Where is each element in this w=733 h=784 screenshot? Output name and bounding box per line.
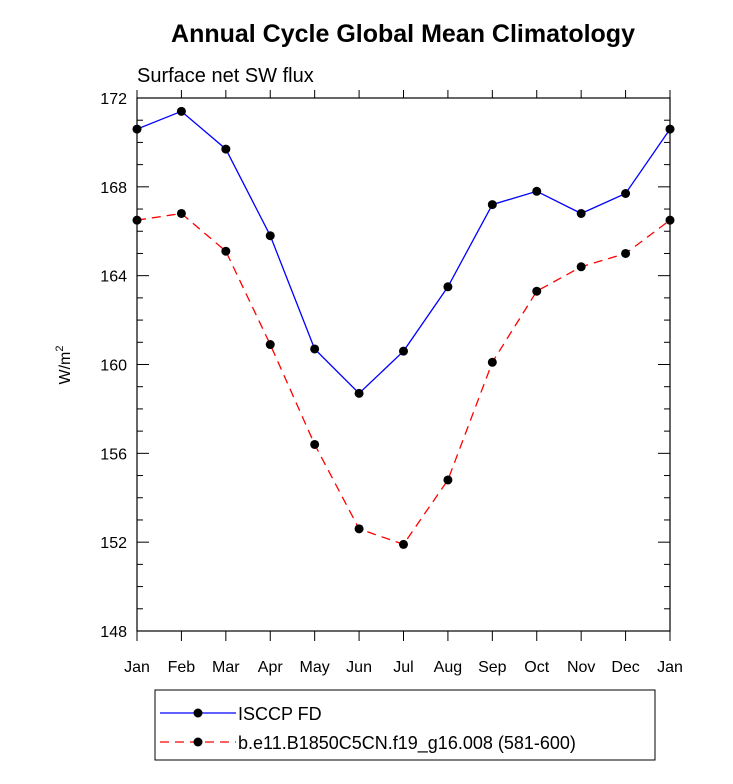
data-point — [576, 262, 586, 272]
y-axis-label: W/m2 — [54, 346, 74, 385]
legend-label: b.e11.B1850C5CN.f19_g16.008 (581-600) — [238, 733, 576, 754]
x-tick-label: Aug — [434, 659, 462, 676]
data-point — [621, 248, 631, 258]
data-point — [221, 144, 231, 154]
data-point — [576, 208, 586, 218]
x-tick-label: Sep — [478, 659, 507, 676]
x-tick-label: Dec — [611, 659, 639, 676]
axis-ticks — [136, 90, 671, 641]
x-tick-label: Jan — [124, 659, 150, 676]
data-point — [265, 231, 275, 241]
data-point — [354, 524, 364, 534]
x-tick-label: Jul — [393, 659, 413, 676]
y-tick-label: 168 — [100, 180, 127, 197]
y-tick-labels: 148 152 156 160 164 168 172 — [100, 91, 127, 641]
legend: ISCCP FD b.e11.B1850C5CN.f19_g16.008 (581… — [154, 689, 656, 761]
y-tick-label: 152 — [100, 535, 127, 552]
y-axis-label-unit: W/m — [57, 352, 74, 385]
data-point — [310, 439, 320, 449]
data-point — [443, 475, 453, 485]
data-point — [310, 344, 320, 354]
x-tick-labels: Jan Feb Mar Apr May Jun Jul Aug Sep Oct Nov Dec Jan — [124, 659, 683, 676]
legend-marker — [193, 708, 203, 718]
x-tick-label: Oct — [524, 659, 549, 676]
chart-subtitle: Surface net SW flux — [137, 65, 314, 87]
x-tick-label: May — [300, 659, 330, 676]
data-point — [354, 388, 364, 398]
x-tick-label: Apr — [258, 659, 284, 676]
y-tick-label: 156 — [100, 446, 127, 463]
x-tick-label: Nov — [567, 659, 595, 676]
x-tick-label: Mar — [212, 659, 240, 676]
x-tick-label: Feb — [168, 659, 196, 676]
y-tick-label: 160 — [100, 358, 127, 375]
data-point — [176, 208, 186, 218]
data-point — [176, 106, 186, 116]
data-point — [399, 346, 408, 356]
y-axis-label-exponent: 2 — [54, 346, 66, 352]
y-tick-label: 148 — [100, 624, 127, 641]
data-point — [532, 286, 542, 296]
legend-marker — [193, 737, 203, 747]
data-point — [443, 282, 453, 292]
x-tick-label: Jun — [346, 659, 372, 676]
y-tick-label: 172 — [100, 91, 127, 108]
chart-title: Annual Cycle Global Mean Climatology — [171, 20, 635, 48]
data-point — [532, 186, 542, 196]
series-1 — [132, 106, 675, 398]
data-point — [399, 539, 408, 549]
legend-item: b.e11.B1850C5CN.f19_g16.008 (581-600) — [160, 733, 576, 754]
data-point — [265, 340, 275, 350]
x-tick-label: Jan — [657, 659, 683, 676]
legend-box — [154, 689, 656, 761]
y-tick-label: 164 — [100, 269, 127, 286]
data-point — [487, 200, 497, 210]
legend-label: ISCCP FD — [238, 704, 322, 724]
data-point — [487, 357, 497, 367]
series-layer — [132, 106, 675, 549]
legend-item: ISCCP FD — [160, 704, 322, 724]
series-2 — [132, 208, 675, 549]
plot-frame — [136, 97, 671, 632]
data-point — [221, 246, 231, 256]
data-point — [621, 188, 631, 198]
series-line — [136, 212, 671, 546]
